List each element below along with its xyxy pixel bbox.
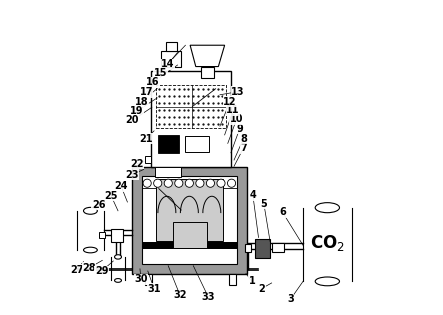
- Circle shape: [175, 179, 183, 187]
- Bar: [229, 273, 236, 285]
- Text: 13: 13: [231, 87, 245, 97]
- Bar: [161, 51, 181, 66]
- Text: 12: 12: [223, 97, 237, 107]
- Text: 7: 7: [240, 143, 247, 153]
- Text: 32: 32: [173, 290, 187, 301]
- Text: 15: 15: [154, 68, 167, 78]
- Bar: [155, 167, 181, 177]
- Bar: [166, 42, 177, 51]
- Text: 27: 27: [70, 265, 83, 275]
- Circle shape: [206, 179, 214, 187]
- Text: 26: 26: [92, 199, 105, 209]
- Text: 19: 19: [130, 106, 144, 116]
- Ellipse shape: [315, 277, 339, 286]
- Text: 5: 5: [260, 198, 267, 209]
- Bar: [141, 242, 237, 249]
- Bar: [151, 71, 231, 167]
- Bar: [141, 176, 237, 264]
- Bar: [255, 239, 270, 258]
- Bar: [145, 273, 152, 285]
- Text: CO$_2$: CO$_2$: [310, 233, 345, 253]
- Polygon shape: [190, 45, 225, 66]
- Bar: [245, 244, 251, 252]
- Text: 29: 29: [95, 266, 109, 276]
- Text: 6: 6: [279, 207, 286, 217]
- Text: 16: 16: [146, 77, 160, 87]
- Text: 18: 18: [135, 97, 148, 107]
- Circle shape: [217, 179, 225, 187]
- Text: 23: 23: [125, 170, 139, 180]
- Bar: [145, 156, 151, 163]
- Text: 11: 11: [226, 106, 240, 116]
- Circle shape: [196, 179, 204, 187]
- Text: 25: 25: [105, 191, 118, 201]
- Circle shape: [227, 179, 236, 187]
- Bar: [158, 135, 179, 153]
- Circle shape: [185, 179, 194, 187]
- Text: 9: 9: [236, 124, 243, 134]
- Text: 2: 2: [258, 284, 265, 294]
- Text: 33: 33: [202, 292, 215, 302]
- Bar: [155, 180, 223, 241]
- Circle shape: [164, 179, 172, 187]
- Text: 3: 3: [287, 294, 294, 304]
- Ellipse shape: [84, 247, 97, 253]
- Circle shape: [154, 179, 162, 187]
- Bar: [98, 232, 105, 238]
- Ellipse shape: [115, 255, 121, 259]
- Ellipse shape: [115, 278, 121, 282]
- Bar: [173, 222, 207, 249]
- Text: 14: 14: [161, 59, 174, 69]
- Text: 28: 28: [82, 263, 96, 273]
- Text: 21: 21: [140, 134, 153, 144]
- Bar: [272, 243, 284, 252]
- Text: 8: 8: [240, 134, 247, 144]
- Text: 31: 31: [148, 284, 161, 294]
- Bar: [132, 167, 247, 273]
- Bar: [111, 229, 123, 242]
- Text: 20: 20: [125, 116, 139, 125]
- Text: 10: 10: [230, 114, 243, 124]
- Circle shape: [143, 179, 151, 187]
- Bar: [186, 135, 209, 152]
- Text: 24: 24: [114, 181, 128, 191]
- Ellipse shape: [84, 207, 97, 214]
- Bar: [201, 66, 214, 77]
- Text: 30: 30: [134, 274, 148, 284]
- Text: 22: 22: [130, 159, 144, 169]
- Text: 17: 17: [140, 87, 153, 97]
- Text: 1: 1: [249, 276, 255, 286]
- Bar: [155, 85, 226, 128]
- Ellipse shape: [315, 203, 339, 213]
- Text: 4: 4: [249, 190, 256, 200]
